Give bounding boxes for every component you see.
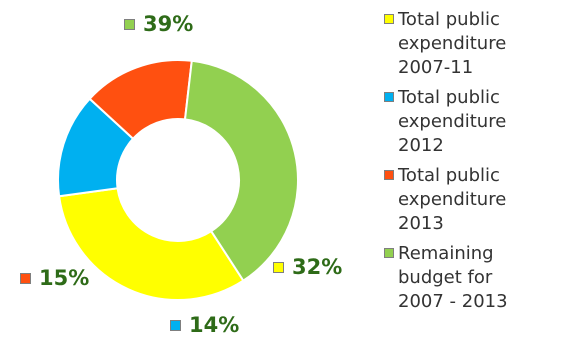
value-label-text: 15% [39,266,90,290]
value-label-text: 39% [143,12,194,36]
value-label-swatch [273,261,284,273]
value-label-2013: 15% [20,266,89,290]
legend-swatch [384,14,394,24]
legend-swatch [384,170,394,180]
donut-plot [57,59,299,301]
legend-label: Total public expenditure 2007-11 [398,9,507,78]
legend-label: Remaining budget for 2007 - 2013 [398,243,508,312]
value-label-remaining: 39% [124,12,193,36]
legend-item-2012: Total public expenditure 2012 [372,86,572,158]
donut-slice-2007-11 [57,187,245,301]
legend-swatch [384,92,394,102]
legend-item-remaining: Remaining budget for 2007 - 2013 [372,242,572,314]
legend-swatch [384,248,394,258]
value-label-swatch [20,272,31,284]
legend-item-2007-11: Total public expenditure 2007-11 [372,8,572,80]
value-label-swatch [170,319,181,331]
value-label-swatch [124,18,135,30]
value-label-text: 14% [189,313,240,337]
legend-item-2013: Total public expenditure 2013 [372,164,572,236]
value-label-2007-11: 32% [273,255,342,279]
donut-slice-remaining [183,59,299,283]
value-label-text: 32% [292,255,343,279]
value-label-2012: 14% [170,313,239,337]
legend: Total public expenditure 2007-11 Total p… [372,8,572,320]
legend-label: Total public expenditure 2012 [398,87,507,156]
legend-label: Total public expenditure 2013 [398,165,507,234]
